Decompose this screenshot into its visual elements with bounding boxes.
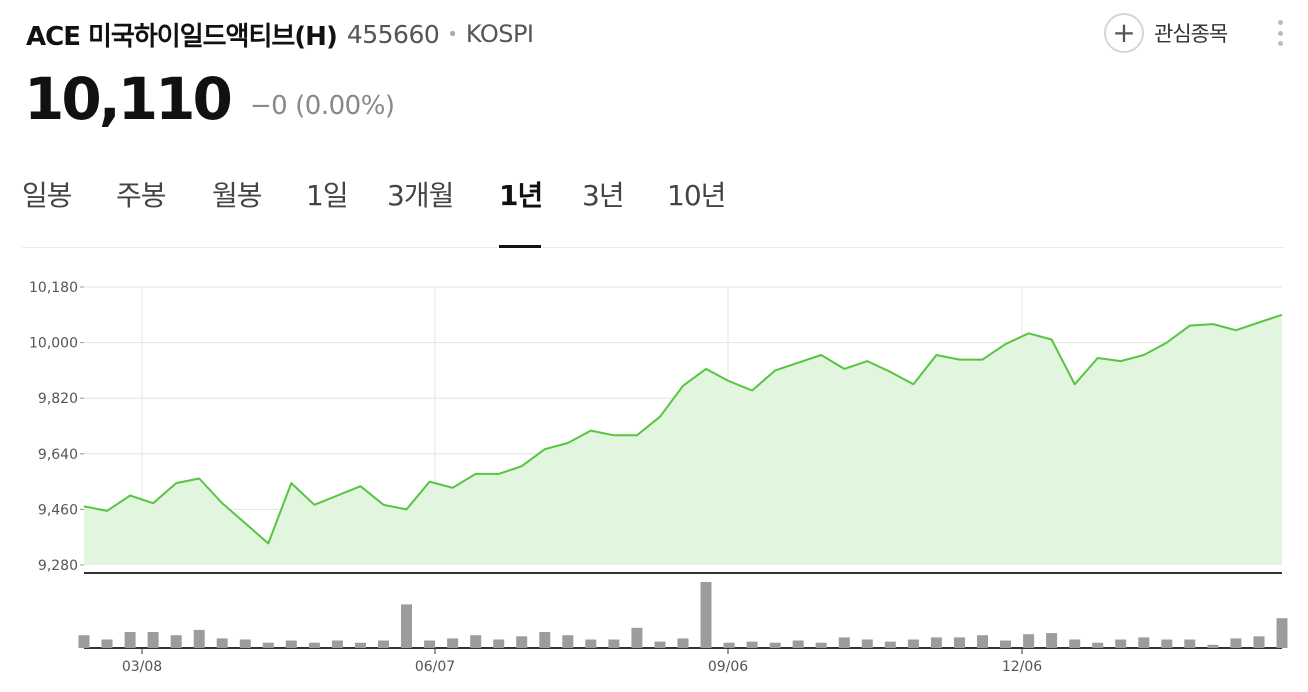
volume-bar xyxy=(631,627,643,648)
volume-bar xyxy=(1023,634,1035,648)
volume-bar xyxy=(216,638,228,648)
tab-3-years[interactable]: 3년 xyxy=(582,179,625,212)
y-tick-label: 9,280 xyxy=(38,558,78,574)
volume-bar xyxy=(331,640,343,648)
active-tab-indicator xyxy=(499,245,541,248)
volume-bar xyxy=(1230,638,1242,648)
price-change: −0 xyxy=(249,91,288,121)
volume-bar xyxy=(1138,637,1150,648)
tab-1-day[interactable]: 1일 xyxy=(306,179,349,212)
current-price: 10,110 xyxy=(24,65,233,133)
volume-bar xyxy=(308,642,320,648)
period-tabs: 일봉 주봉 월봉 1일 3개월 1년 3년 10년 xyxy=(22,162,1284,248)
volume-bar xyxy=(1092,642,1104,648)
volume-bar xyxy=(1184,639,1196,648)
tab-weekly[interactable]: 주봉 xyxy=(116,179,167,212)
price-chart[interactable]: 10,180 10,000 9,820 9,640 9,460 9,280 03/08 06… xyxy=(0,260,1308,692)
volume-bar xyxy=(1046,633,1058,648)
volume-bar xyxy=(884,641,896,648)
volume-bar xyxy=(1069,639,1081,648)
volume-bar xyxy=(539,632,551,648)
tab-1-year[interactable]: 1년 xyxy=(499,179,543,212)
volume-bar xyxy=(147,632,159,648)
watchlist-label: 관심종목 xyxy=(1154,22,1228,46)
more-dot-1 xyxy=(1277,20,1283,25)
x-tick-label: 03/08 xyxy=(122,659,162,675)
volume-bar xyxy=(424,640,436,648)
stock-header: ACE 미국하이일드액티브(H) 455660 • KOSPI xyxy=(26,14,534,54)
volume-bar xyxy=(355,642,366,648)
add-to-watchlist-button[interactable]: + 관심종목 xyxy=(1104,13,1228,53)
volume-bar xyxy=(447,638,459,648)
tab-3-months[interactable]: 3개월 xyxy=(387,179,454,212)
price-line xyxy=(83,313,1283,545)
volume-bar xyxy=(378,640,389,648)
more-vertical-icon[interactable] xyxy=(1268,16,1292,50)
stock-name: ACE 미국하이일드액티브(H) xyxy=(26,21,338,52)
market-label: KOSPI xyxy=(465,20,534,48)
volume-bar xyxy=(977,635,988,648)
x-tick-label: 09/06 xyxy=(708,659,748,675)
volume-bar xyxy=(608,639,620,648)
volume-bar xyxy=(1253,636,1265,648)
volume-bar xyxy=(262,642,274,648)
volume-bar xyxy=(124,632,136,648)
more-dot-3 xyxy=(1277,41,1283,46)
volume-bar xyxy=(930,637,942,648)
volume-bar xyxy=(101,639,113,648)
volume-bar xyxy=(170,635,182,648)
y-tick-label: 9,820 xyxy=(38,391,78,407)
volume-bar xyxy=(562,635,574,648)
y-tick-label: 10,000 xyxy=(29,336,78,352)
volume-bar xyxy=(815,642,827,648)
volume-bar xyxy=(1000,640,1011,648)
x-tick-label: 12/06 xyxy=(1002,659,1042,675)
volume-bar xyxy=(700,582,712,648)
volume-bars xyxy=(78,582,1288,648)
x-tick-label: 06/07 xyxy=(415,659,455,675)
y-tick-label: 10,180 xyxy=(29,280,78,296)
volume-bar xyxy=(516,636,528,648)
y-tick-label: 9,460 xyxy=(38,502,78,518)
volume-bar xyxy=(723,642,735,648)
volume-bar xyxy=(861,639,873,648)
volume-bar xyxy=(239,639,251,648)
volume-bar xyxy=(654,641,666,648)
volume-bar xyxy=(838,637,850,648)
volume-bar xyxy=(792,640,804,648)
tab-monthly[interactable]: 월봉 xyxy=(212,179,263,212)
y-axis-ticks: 10,180 10,000 9,820 9,640 9,460 9,280 xyxy=(29,280,84,574)
volume-bar xyxy=(769,642,781,648)
tab-10-years[interactable]: 10년 xyxy=(667,179,726,212)
volume-bar xyxy=(285,640,297,648)
volume-bar xyxy=(1115,639,1127,648)
volume-bar xyxy=(954,637,965,648)
volume-bar xyxy=(1276,618,1288,648)
volume-bar xyxy=(585,639,597,648)
price-area-fill xyxy=(84,314,1282,565)
price-row: 10,110 −0 (0.00%) xyxy=(24,64,395,134)
separator-dot: • xyxy=(447,23,458,45)
more-dot-2 xyxy=(1277,30,1283,36)
volume-bar xyxy=(1161,639,1173,648)
chart-axes xyxy=(84,572,1282,649)
volume-bar xyxy=(470,635,482,648)
x-axis-labels: 03/08 06/07 09/06 12/06 xyxy=(122,648,1042,675)
tab-daily[interactable]: 일봉 xyxy=(22,179,73,212)
volume-bar xyxy=(677,638,689,648)
volume-bar xyxy=(193,629,205,648)
volume-bar xyxy=(746,641,758,648)
volume-bar xyxy=(78,635,90,648)
price-area-layer xyxy=(83,313,1283,565)
volume-bar xyxy=(401,604,412,648)
volume-bar xyxy=(907,639,919,648)
y-tick-label: 9,640 xyxy=(38,447,78,463)
volume-bar xyxy=(1207,644,1219,648)
plus-icon: + xyxy=(1104,13,1144,53)
price-change-percent: (0.00%) xyxy=(295,91,395,121)
volume-bar xyxy=(493,639,505,648)
stock-code: 455660 xyxy=(346,19,440,49)
